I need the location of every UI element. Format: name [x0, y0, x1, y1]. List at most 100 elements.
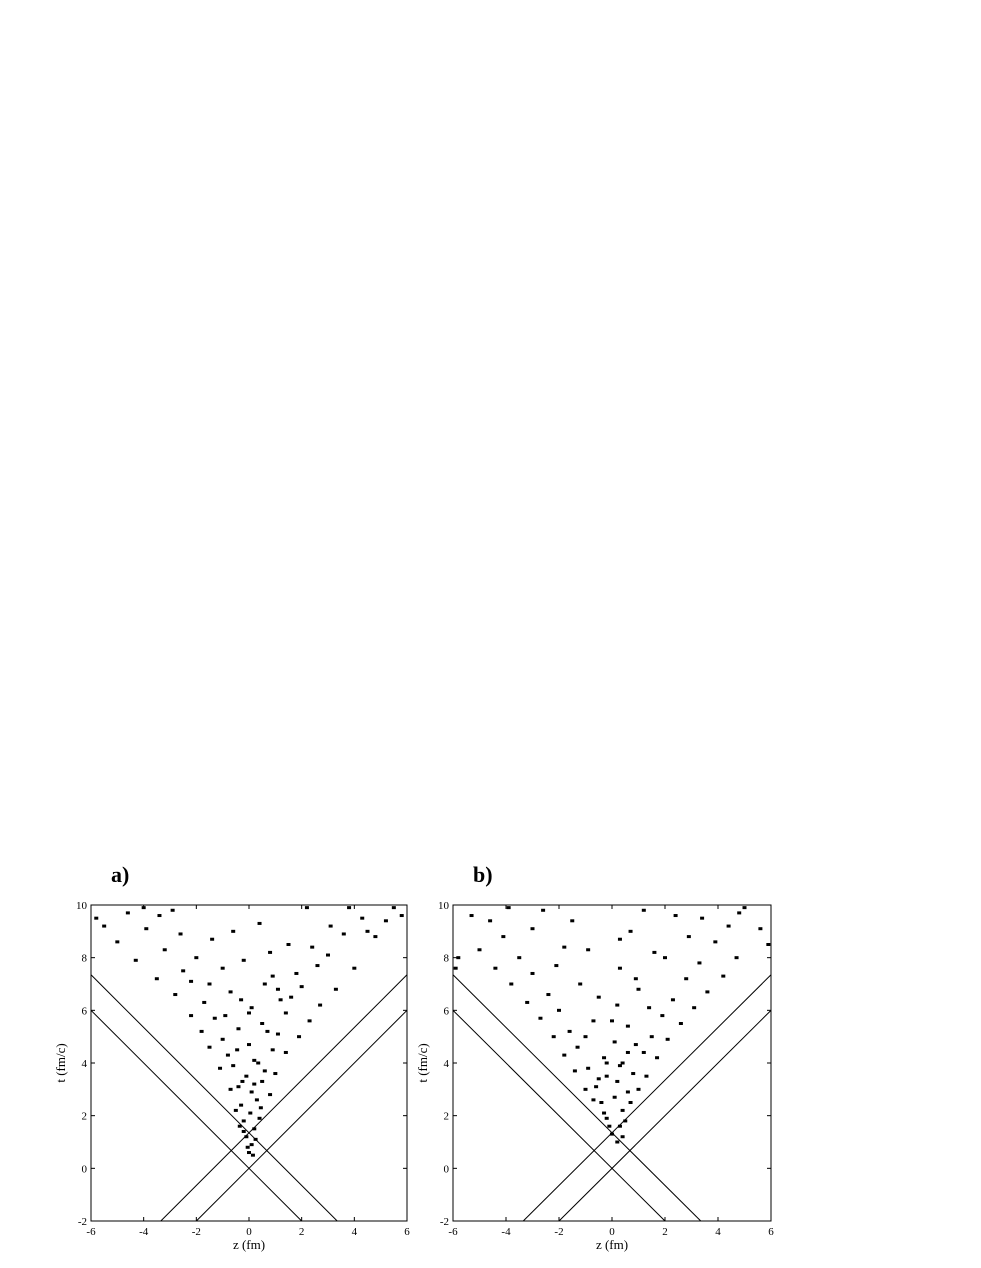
point: [602, 1111, 607, 1115]
point: [260, 1079, 265, 1083]
point: [469, 914, 474, 918]
point: [326, 953, 330, 957]
x-tick-label: 6: [404, 1226, 410, 1238]
point: [244, 1135, 249, 1139]
point: [509, 982, 514, 986]
point: [554, 964, 559, 968]
point: [236, 1027, 241, 1031]
x-axis-label: z (fm): [596, 1237, 628, 1252]
point: [617, 1064, 622, 1068]
point: [652, 950, 657, 954]
point: [766, 943, 771, 946]
point: [620, 1108, 625, 1112]
point: [615, 1140, 620, 1144]
light-cone-line: [452, 974, 702, 1222]
y-tick-label: 2: [444, 1111, 450, 1123]
point: [275, 1032, 280, 1036]
point: [125, 911, 130, 915]
point: [210, 937, 215, 941]
point: [737, 911, 742, 915]
point: [94, 916, 99, 920]
point: [583, 1035, 588, 1039]
point: [567, 1029, 572, 1033]
point: [684, 977, 689, 981]
point: [596, 1077, 601, 1081]
point: [586, 1066, 591, 1070]
point: [333, 987, 338, 991]
point: [286, 943, 291, 946]
y-tick-label: 10: [76, 900, 88, 912]
point: [233, 1108, 238, 1112]
point: [742, 906, 747, 910]
point: [586, 948, 591, 952]
point: [289, 995, 294, 999]
point: [602, 1056, 607, 1060]
point: [252, 1127, 257, 1131]
point: [207, 982, 212, 986]
point: [453, 966, 458, 970]
point: [477, 948, 482, 952]
point: [307, 1019, 312, 1023]
point: [391, 906, 396, 910]
panel-title: b): [473, 862, 493, 887]
point: [310, 945, 315, 949]
point: [102, 924, 107, 928]
point: [734, 956, 739, 960]
point: [594, 1085, 599, 1089]
point: [252, 1058, 257, 1062]
light-cone-line: [195, 1009, 408, 1222]
point: [170, 908, 175, 912]
point: [231, 929, 236, 933]
point: [360, 916, 365, 920]
point: [546, 993, 551, 997]
point: [347, 906, 352, 910]
point: [245, 1145, 250, 1149]
point: [570, 919, 575, 923]
point: [268, 950, 273, 954]
point: [617, 1124, 622, 1128]
point: [297, 1035, 302, 1039]
point: [299, 985, 304, 989]
point: [141, 906, 146, 910]
x-tick-label: -2: [192, 1226, 201, 1238]
point: [636, 987, 641, 991]
point: [501, 935, 506, 939]
point: [257, 921, 262, 925]
light-cone-line: [160, 974, 408, 1222]
point: [270, 1048, 275, 1052]
light-cone-line: [522, 974, 772, 1222]
point: [631, 1072, 636, 1076]
point: [189, 1014, 194, 1018]
point: [268, 1093, 273, 1097]
point: [328, 924, 333, 928]
x-axis-label: z (fm): [233, 1237, 265, 1252]
point: [241, 1119, 246, 1123]
point: [249, 1006, 254, 1010]
point: [673, 914, 678, 918]
point: [506, 906, 511, 910]
point: [189, 979, 194, 983]
point: [628, 929, 633, 933]
x-tick-label: -6: [448, 1226, 458, 1238]
point: [493, 966, 498, 970]
point: [225, 1053, 230, 1057]
light-cone-line: [90, 1009, 303, 1222]
point: [199, 1029, 204, 1033]
y-tick-label: 0: [82, 1163, 88, 1175]
x-tick-label: 0: [609, 1226, 615, 1238]
point: [254, 1098, 259, 1102]
point: [578, 982, 583, 986]
point: [173, 993, 178, 997]
point: [530, 971, 535, 975]
point: [726, 924, 731, 928]
point: [641, 1050, 646, 1054]
point: [162, 948, 167, 952]
y-tick-label: 6: [82, 1005, 88, 1017]
point: [240, 1079, 245, 1083]
point: [636, 1087, 641, 1091]
x-tick-label: 4: [352, 1226, 358, 1238]
y-tick-label: 2: [82, 1111, 88, 1123]
point: [647, 1006, 652, 1010]
point: [154, 977, 159, 981]
x-tick-label: 6: [768, 1226, 774, 1238]
